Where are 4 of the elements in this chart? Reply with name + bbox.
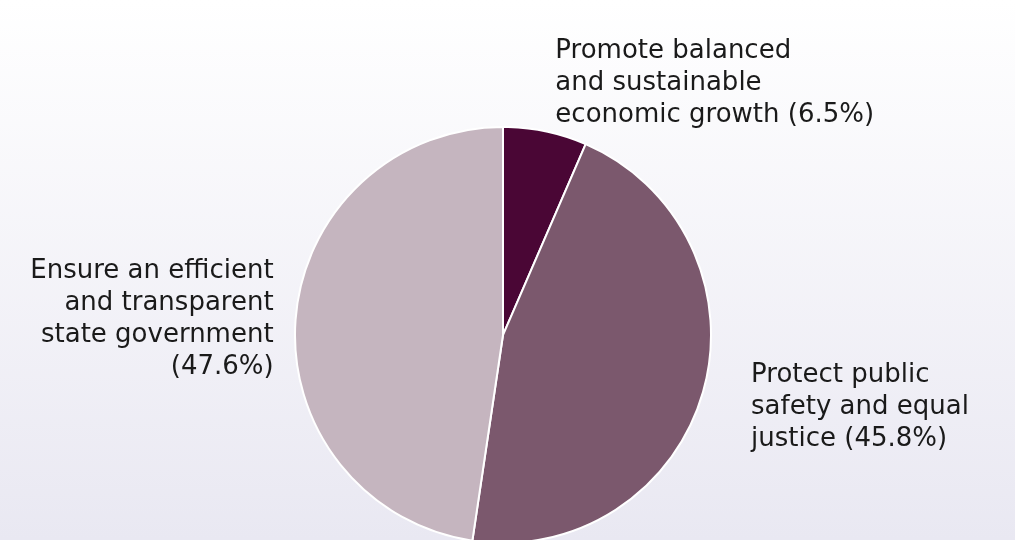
data-label: (47.6%)	[170, 349, 274, 380]
slice-label: Protect public safety and equal justice (45.8%)	[750, 357, 969, 452]
slice-label: Promote balanced and sustainable economic growth (6.5%)	[555, 33, 875, 128]
slice-label: Ensure an efficient and transparent state government	[30, 253, 274, 348]
